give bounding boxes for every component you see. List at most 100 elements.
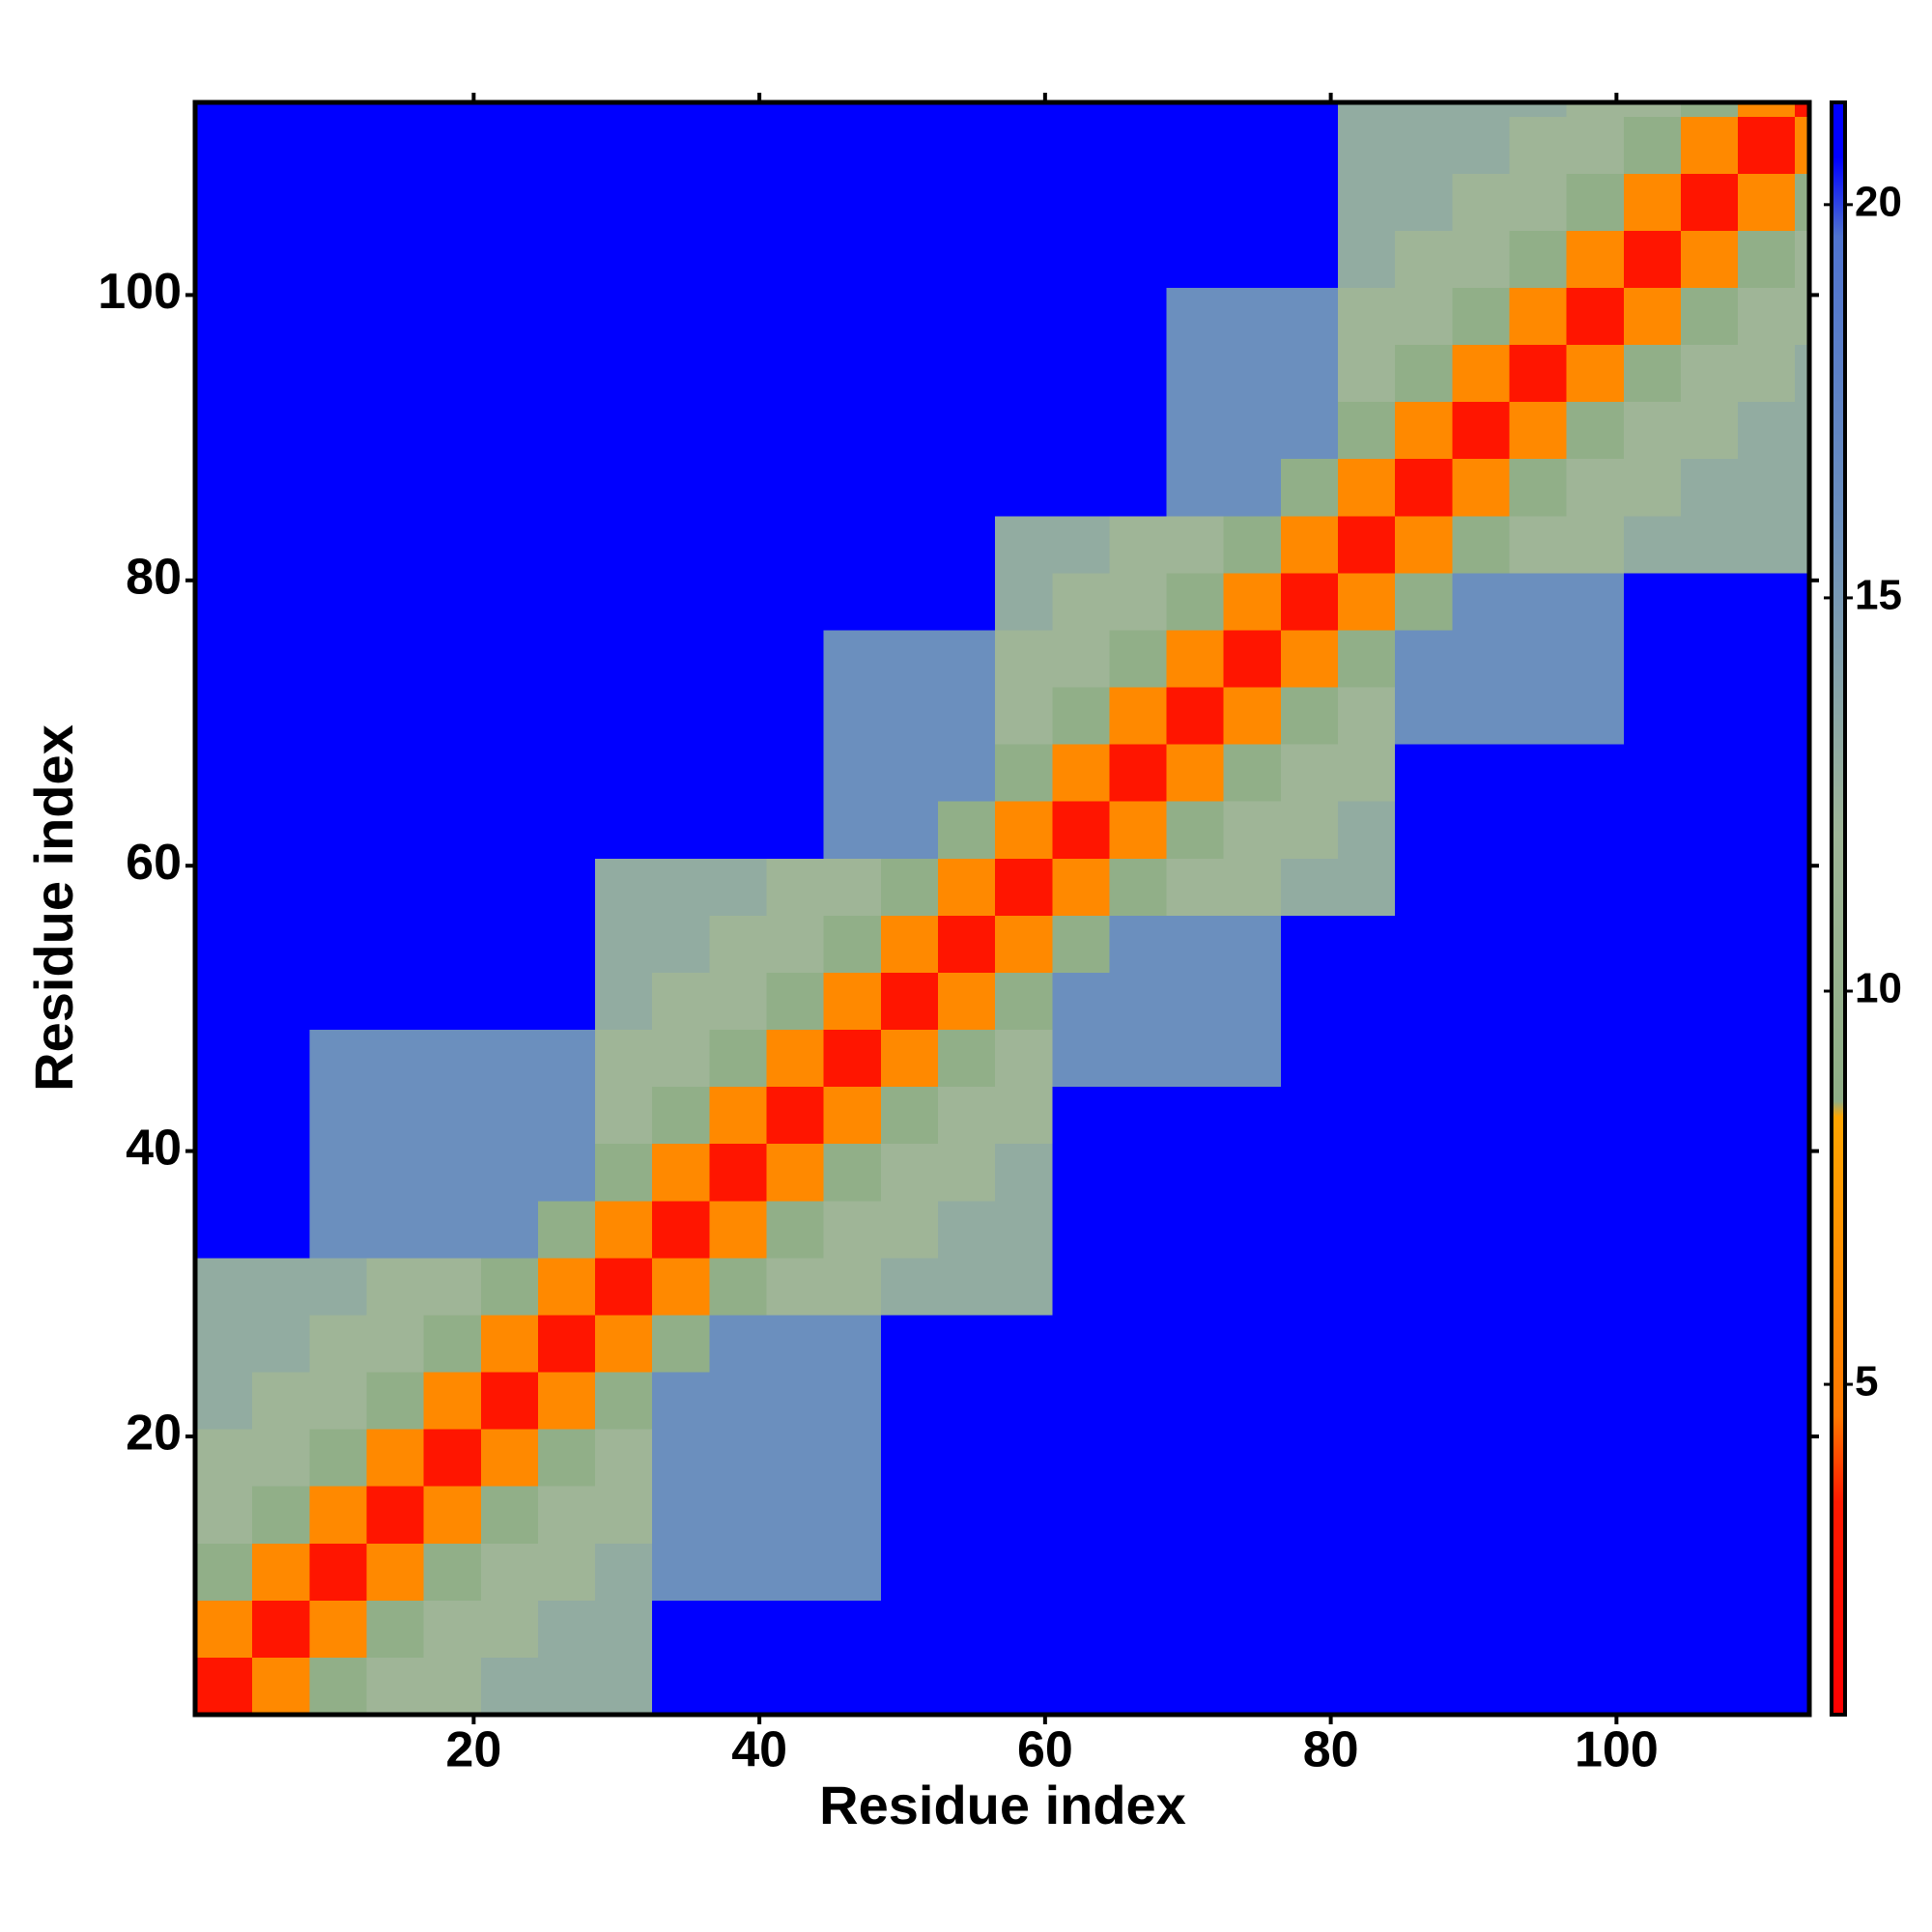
heatmap-cell bbox=[1052, 459, 1110, 517]
heatmap-cell bbox=[937, 1657, 996, 1715]
heatmap-cell bbox=[480, 345, 538, 403]
heatmap-cell bbox=[1166, 1087, 1224, 1145]
heatmap-cell bbox=[480, 1486, 538, 1544]
heatmap-cell bbox=[1052, 915, 1110, 973]
heatmap-cell bbox=[309, 1429, 367, 1487]
heatmap-cell bbox=[1680, 1144, 1739, 1202]
heatmap-cell bbox=[1680, 1486, 1739, 1544]
heatmap-cell bbox=[1566, 744, 1624, 802]
heatmap-cell bbox=[1166, 1372, 1224, 1430]
heatmap-cell bbox=[537, 972, 596, 1031]
heatmap-cell bbox=[1738, 915, 1796, 973]
heatmap-cell bbox=[880, 1429, 938, 1487]
heatmap-cell bbox=[880, 1144, 938, 1202]
heatmap-cell bbox=[423, 1258, 481, 1316]
heatmap-cell bbox=[366, 801, 424, 859]
heatmap-cell bbox=[480, 972, 538, 1031]
heatmap-cell bbox=[1452, 630, 1510, 688]
heatmap-cell bbox=[1052, 858, 1110, 916]
heatmap-cell bbox=[1280, 1258, 1339, 1316]
heatmap-cell bbox=[995, 402, 1053, 460]
heatmap-cell bbox=[1623, 1543, 1681, 1601]
heatmap-cell bbox=[1623, 573, 1681, 631]
heatmap-cell bbox=[366, 858, 424, 916]
heatmap-cell bbox=[823, 972, 881, 1031]
heatmap-cell bbox=[537, 1600, 596, 1658]
heatmap-cell bbox=[195, 858, 253, 916]
heatmap-cell bbox=[1623, 288, 1681, 346]
heatmap-cell bbox=[537, 630, 596, 688]
heatmap-cell bbox=[252, 459, 310, 517]
heatmap-cell bbox=[1738, 687, 1796, 745]
heatmap-cell bbox=[423, 102, 481, 117]
heatmap-cell bbox=[1566, 687, 1624, 745]
heatmap-cell bbox=[1795, 345, 1809, 403]
heatmap-cell bbox=[880, 1372, 938, 1430]
heatmap-cell bbox=[1738, 102, 1796, 117]
heatmap-cell bbox=[1338, 1600, 1396, 1658]
heatmap-cells bbox=[195, 102, 1809, 1715]
heatmap-cell bbox=[595, 516, 653, 574]
heatmap-cell bbox=[1338, 1087, 1396, 1145]
colorbar bbox=[1830, 100, 1847, 1717]
heatmap-cell bbox=[480, 687, 538, 745]
heatmap-cell bbox=[1338, 801, 1396, 859]
heatmap-cell bbox=[1166, 288, 1224, 346]
y-tick-label: 100 bbox=[98, 264, 182, 320]
heatmap-cell bbox=[995, 1600, 1053, 1658]
heatmap-cell bbox=[937, 1030, 996, 1088]
heatmap-cell bbox=[1680, 915, 1739, 973]
heatmap-cell bbox=[1109, 1315, 1167, 1373]
heatmap-cell bbox=[480, 1087, 538, 1145]
heatmap-cell bbox=[652, 744, 710, 802]
heatmap-cell bbox=[1680, 288, 1739, 346]
heatmap-cell bbox=[1223, 801, 1281, 859]
heatmap-cell bbox=[1280, 102, 1339, 117]
heatmap-cell bbox=[823, 1600, 881, 1658]
heatmap-cell bbox=[823, 173, 881, 231]
heatmap-cell bbox=[995, 116, 1053, 174]
heatmap-cell bbox=[480, 459, 538, 517]
heatmap-cell bbox=[252, 972, 310, 1031]
heatmap-cell bbox=[1452, 516, 1510, 574]
heatmap-cell bbox=[423, 516, 481, 574]
heatmap-cell bbox=[423, 1315, 481, 1373]
heatmap-cell bbox=[1166, 972, 1224, 1031]
heatmap-cell bbox=[309, 858, 367, 916]
heatmap-cell bbox=[1338, 402, 1396, 460]
heatmap-cell bbox=[423, 230, 481, 289]
heatmap-cell bbox=[937, 915, 996, 973]
heatmap-cell bbox=[937, 972, 996, 1031]
heatmap-cell bbox=[1223, 687, 1281, 745]
heatmap-cell bbox=[880, 1258, 938, 1316]
heatmap-cell bbox=[595, 1429, 653, 1487]
heatmap-cell bbox=[652, 1201, 710, 1259]
heatmap-cell bbox=[252, 516, 310, 574]
heatmap-cell bbox=[1738, 1600, 1796, 1658]
heatmap-cell bbox=[309, 402, 367, 460]
heatmap-cell bbox=[1223, 1657, 1281, 1715]
heatmap-cell bbox=[1109, 1600, 1167, 1658]
heatmap-cell bbox=[880, 915, 938, 973]
heatmap-cell bbox=[880, 230, 938, 289]
heatmap-cell bbox=[995, 1258, 1053, 1316]
heatmap-cell bbox=[1223, 1372, 1281, 1430]
heatmap-cell bbox=[423, 915, 481, 973]
heatmap-cell bbox=[1623, 1486, 1681, 1544]
heatmap-cell bbox=[1795, 1372, 1809, 1430]
heatmap-cell bbox=[480, 116, 538, 174]
heatmap-cell bbox=[423, 744, 481, 802]
heatmap-cell bbox=[1166, 173, 1224, 231]
heatmap-cell bbox=[366, 1657, 424, 1715]
heatmap-cell bbox=[1223, 858, 1281, 916]
heatmap-cell bbox=[1166, 116, 1224, 174]
heatmap-cell bbox=[937, 459, 996, 517]
heatmap-cell bbox=[709, 516, 767, 574]
heatmap-cell bbox=[995, 1030, 1053, 1088]
heatmap-cell bbox=[766, 630, 824, 688]
heatmap-cell bbox=[1338, 516, 1396, 574]
heatmap-cell bbox=[423, 1600, 481, 1658]
heatmap-cell bbox=[1509, 230, 1567, 289]
heatmap-cell bbox=[1795, 687, 1809, 745]
heatmap-cell bbox=[366, 573, 424, 631]
